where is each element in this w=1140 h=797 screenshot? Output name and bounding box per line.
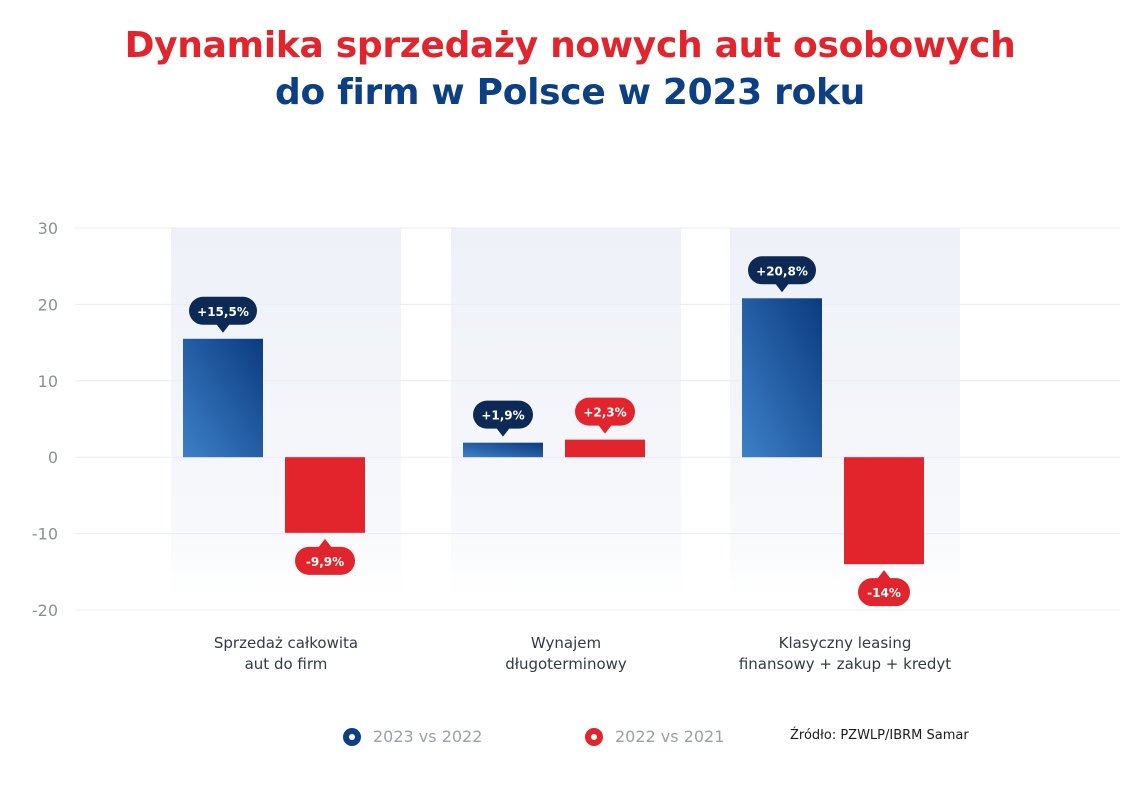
y-tick-label: 30 — [38, 219, 58, 238]
y-tick-label: 10 — [38, 372, 58, 391]
data-label: +2,3% — [583, 406, 626, 420]
data-label-pointer — [775, 283, 789, 293]
legend-label: 2023 vs 2022 — [373, 727, 483, 746]
data-label-badge — [189, 296, 257, 325]
bar — [285, 457, 365, 533]
data-label: +20,8% — [756, 264, 808, 278]
data-label-badge — [858, 578, 910, 607]
bar — [565, 439, 645, 458]
legend-label: 2022 vs 2021 — [615, 727, 725, 746]
data-label-badge — [295, 546, 355, 575]
source-note: Źródło: PZWLP/IBRM Samar — [790, 728, 969, 743]
data-label-pointer — [877, 570, 891, 580]
data-label-pointer — [496, 427, 510, 437]
data-label-badge — [748, 256, 816, 285]
x-category-label: Wynajem długoterminowy — [505, 634, 627, 673]
y-tick-label: 0 — [48, 448, 58, 467]
legend-dot-blue-icon — [343, 727, 361, 746]
x-category-label: Sprzedaż całkowita aut do firm — [214, 634, 358, 673]
data-label: +1,9% — [481, 409, 524, 423]
y-tick-label: -20 — [32, 601, 58, 620]
data-label: -9,9% — [306, 555, 344, 569]
y-tick-label: 20 — [38, 295, 58, 314]
data-label: +15,5% — [197, 305, 249, 319]
data-label-pointer — [598, 424, 612, 434]
legend-dot-red-icon — [585, 727, 603, 746]
data-label-badge — [473, 400, 533, 429]
data-label-pointer — [318, 538, 332, 548]
title-line-1: Dynamika sprzedaży nowych aut osobowych — [124, 25, 1016, 66]
data-label: -14% — [867, 586, 901, 600]
bar — [844, 457, 924, 565]
data-label-badge — [575, 397, 635, 426]
bar — [742, 298, 822, 458]
y-tick-label: -10 — [32, 525, 58, 544]
bar — [183, 338, 263, 458]
chart-title: Dynamika sprzedaży nowych aut osobowych … — [0, 22, 1140, 116]
title-line-2: do firm w Polsce w 2023 roku — [275, 72, 865, 113]
bar — [463, 442, 543, 458]
legend-item-series-2: 2022 vs 2021 — [585, 727, 724, 746]
x-category-label: Klasyczny leasing finansowy + zakup + kre… — [739, 634, 951, 673]
data-label-pointer — [216, 323, 230, 333]
legend-item-series-1: 2023 vs 2022 — [343, 727, 482, 746]
